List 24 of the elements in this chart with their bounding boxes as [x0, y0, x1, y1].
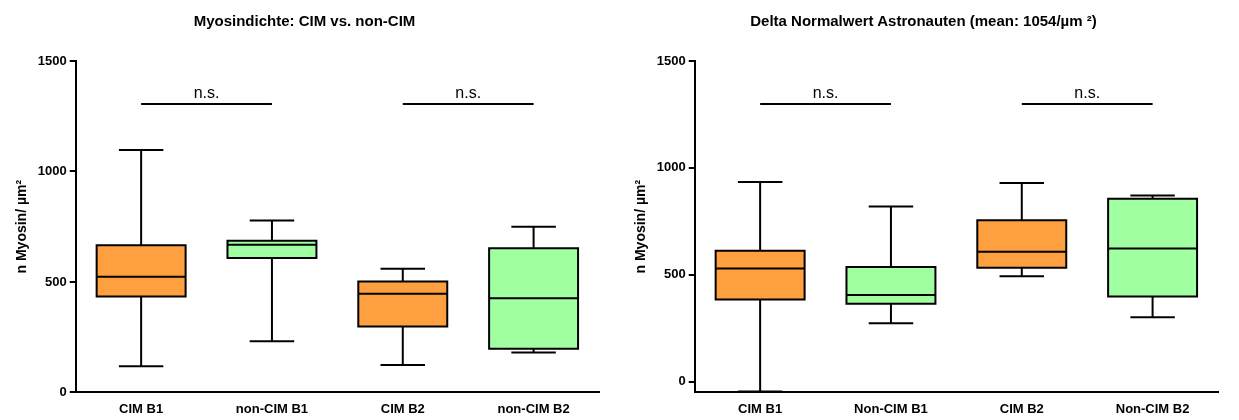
y-axis-title: n Myosin/ µm² — [632, 179, 649, 274]
y-tick-label: 1000 — [37, 163, 67, 179]
y-tick-label: 500 — [45, 273, 67, 289]
x-tick-label: non-CIM B2 — [497, 400, 570, 416]
y-tick-label: 0 — [678, 373, 686, 389]
x-tick-label: Non-CIM B2 — [1115, 400, 1190, 416]
x-tick-label: CIM B1 — [738, 400, 783, 416]
x-tick-label: CIM B2 — [380, 400, 425, 416]
y-tick-label: 0 — [59, 383, 67, 399]
y-tick-label: 1000 — [656, 159, 686, 175]
x-tick-label: non-CIM B1 — [235, 400, 309, 416]
annotation: n.s. — [812, 84, 839, 102]
x-tick-label: CIM B2 — [999, 400, 1044, 416]
x-tick-label: CIM B1 — [119, 400, 164, 416]
annotation: n.s. — [455, 84, 482, 102]
y-tick-label: 1500 — [37, 52, 67, 68]
y-tick-label: 500 — [664, 266, 686, 282]
chart-title: Delta Normalwert Astronauten (mean: 1054/µm ²) — [750, 12, 1097, 30]
y-tick-label: 1500 — [656, 52, 686, 68]
y-axis-title: n Myosin/ µm² — [13, 179, 30, 274]
annotation: n.s. — [1074, 84, 1101, 102]
x-tick-label: Non-CIM B1 — [854, 400, 928, 416]
chart-title: Myosindichte: CIM vs. non-CIM — [193, 12, 416, 30]
annotation: n.s. — [193, 84, 220, 102]
